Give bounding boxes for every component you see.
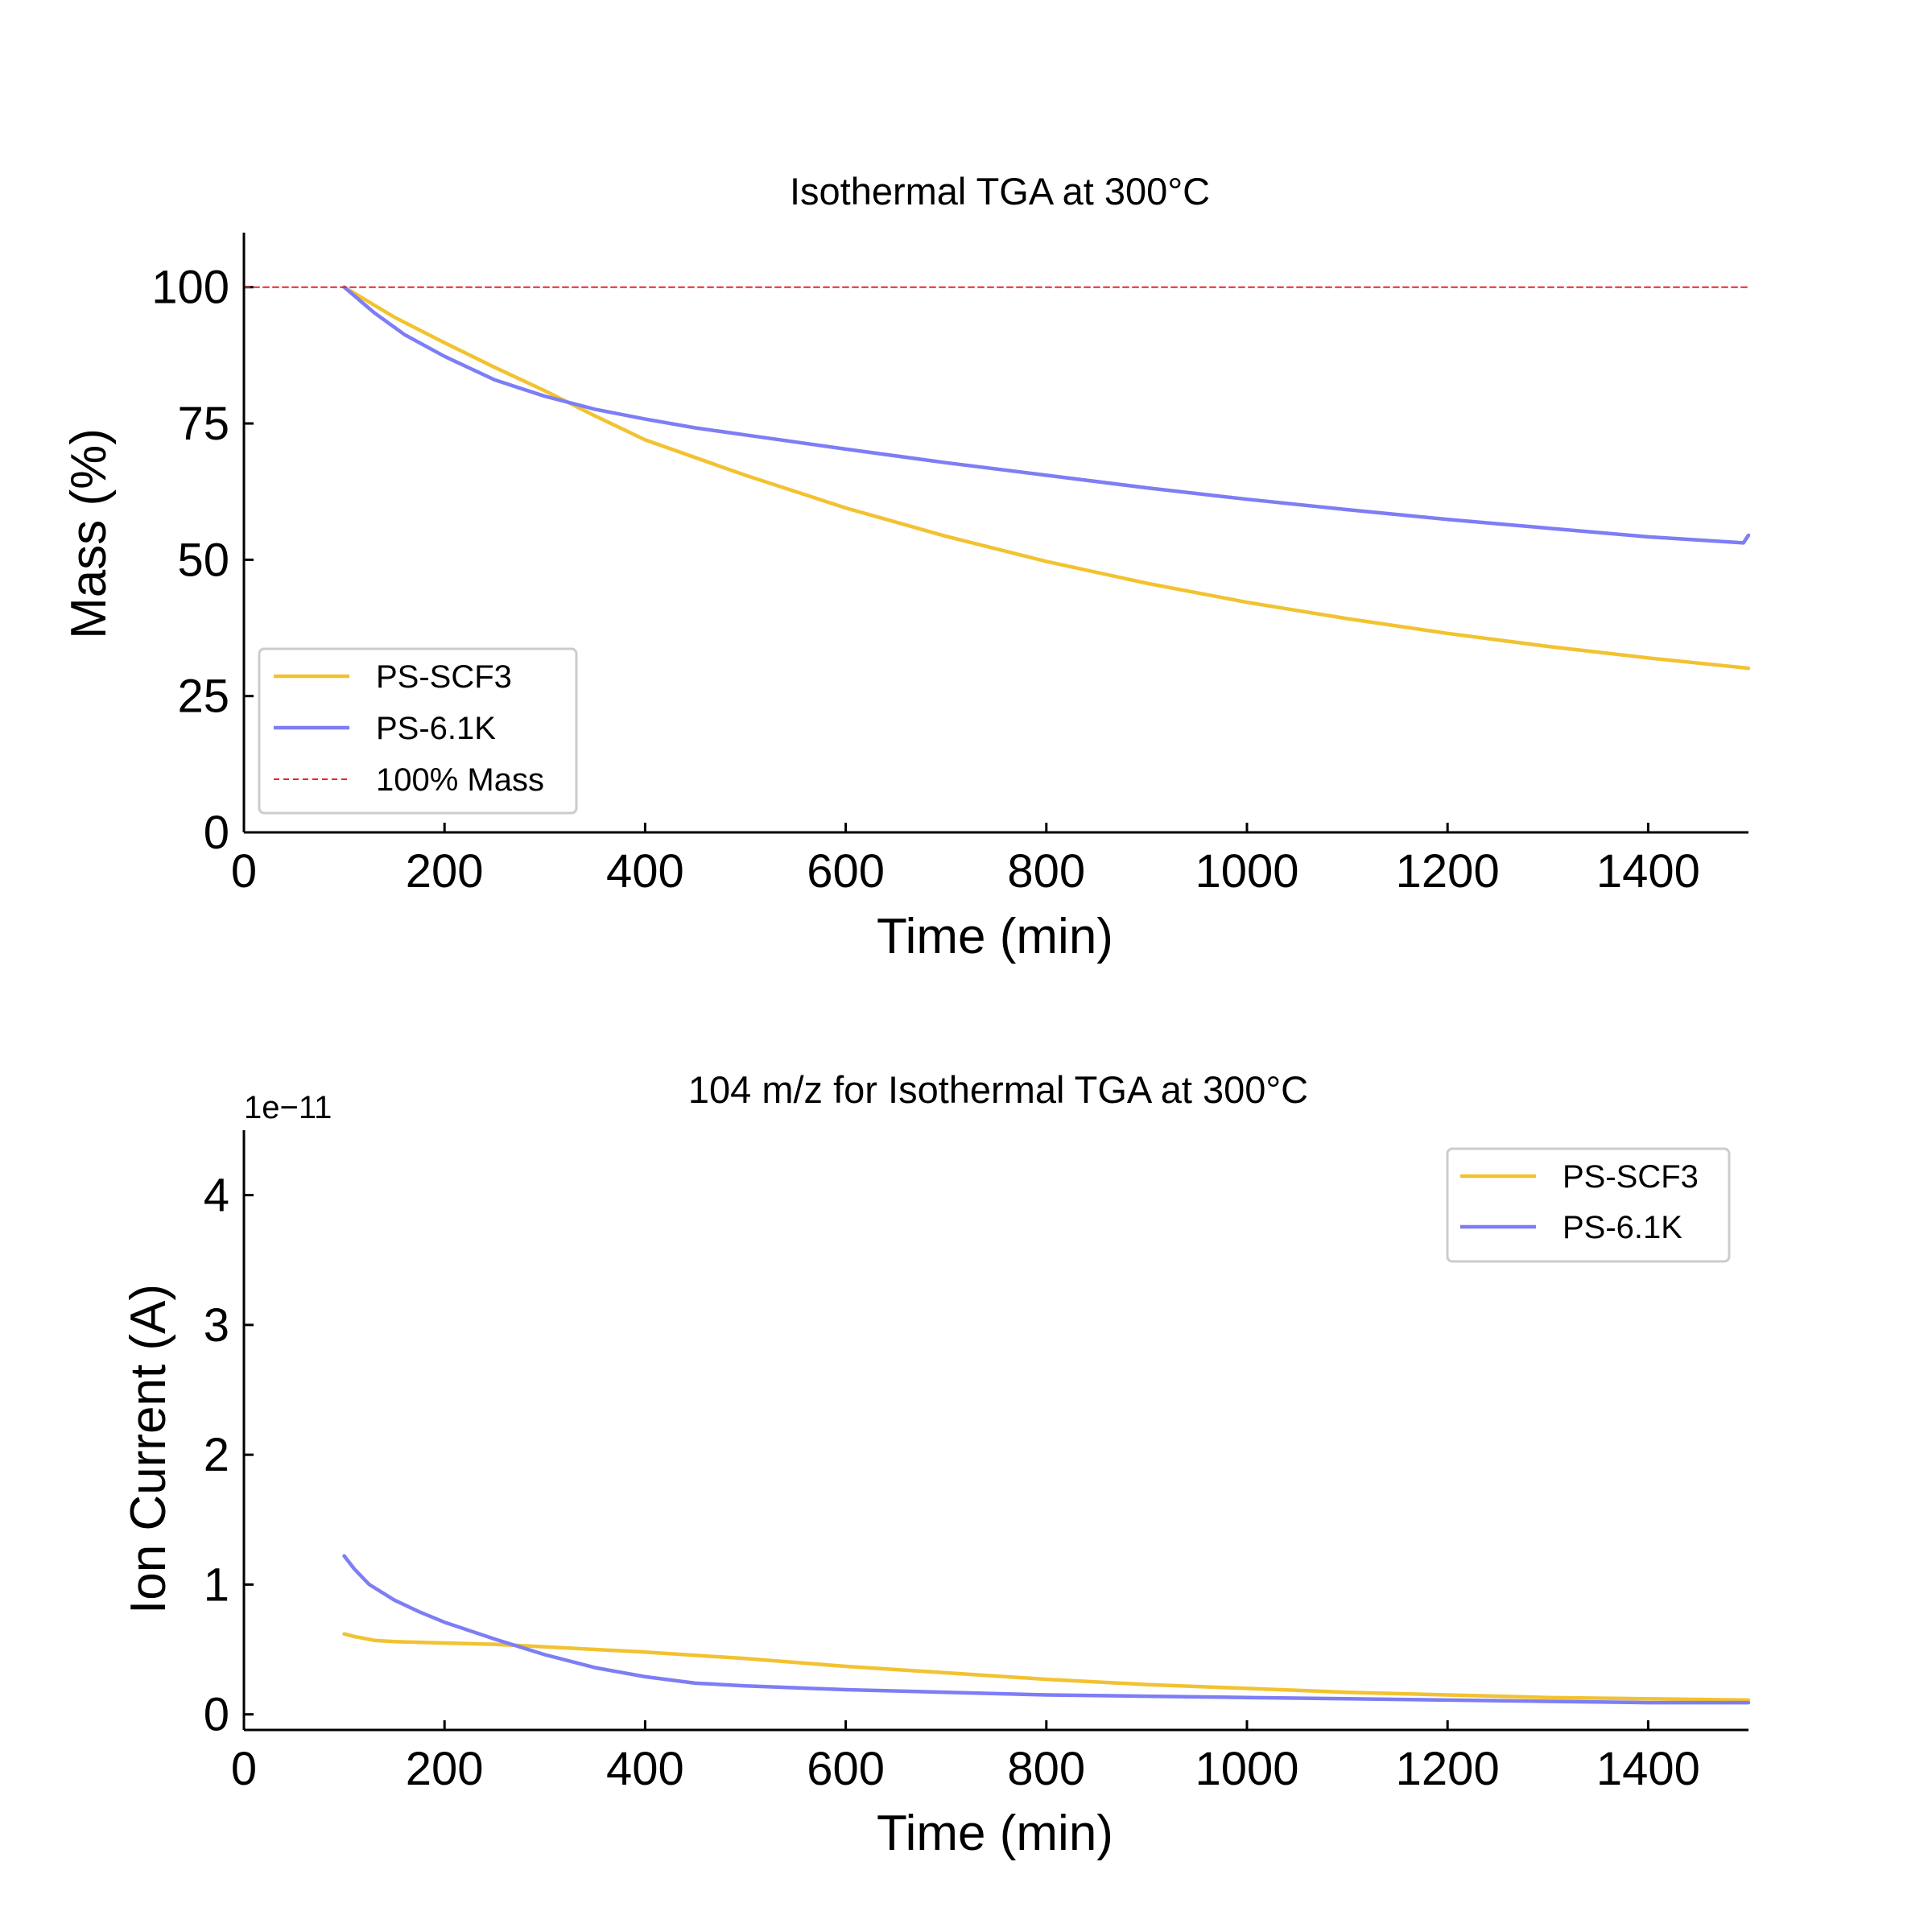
legend-label-ps-6-1k: PS-6.1K	[376, 711, 496, 746]
x-tick-label: 600	[807, 1743, 885, 1795]
series-line-ps-6-1k	[342, 285, 1751, 545]
x-tick-label: 400	[606, 845, 684, 898]
x-tick-label: 1200	[1396, 1743, 1500, 1795]
legend-label-ps-6-1k: PS-6.1K	[1563, 1210, 1682, 1245]
x-tick-label: 1000	[1195, 1743, 1298, 1795]
chart-title: Isothermal TGA at 300°C	[790, 170, 1210, 213]
legend-label-ps-scf3: PS-SCF3	[1563, 1159, 1699, 1195]
y-tick-label: 100	[151, 262, 229, 314]
legend-label-100-mass: 100% Mass	[376, 762, 544, 798]
ion-current-chart: 104 m/z for Isothermal TGA at 300°C 1e−1…	[121, 1068, 1751, 1861]
y-tick-label: 0	[204, 1689, 229, 1741]
y-tick-label: 75	[177, 398, 229, 450]
x-ticks: 0 200 400 600 800 1000 1200 1400	[231, 1720, 1700, 1795]
series-layer	[243, 285, 1751, 671]
x-tick-label: 800	[1007, 1743, 1085, 1795]
y-ticks: 0 1 2 3 4	[204, 1170, 254, 1741]
x-tick-label: 200	[406, 845, 484, 898]
series-line-ps-scf3	[342, 1632, 1751, 1703]
y-tick-label: 25	[177, 671, 229, 723]
y-tick-label: 2	[204, 1429, 229, 1481]
y-tick-label: 0	[204, 807, 229, 859]
x-tick-label: 800	[1007, 845, 1085, 898]
y-axis-label: Ion Current (A)	[121, 1284, 176, 1614]
series-line-ps-scf3	[342, 285, 1751, 671]
y-tick-label: 1	[204, 1558, 229, 1611]
x-ticks: 0 200 400 600 800 1000 1200 1400	[231, 823, 1700, 898]
x-tick-label: 1400	[1596, 1743, 1700, 1795]
y-ticks: 0 25 50 75 100	[151, 262, 254, 859]
legend-label-ps-scf3: PS-SCF3	[376, 659, 512, 695]
x-axis-label: Time (min)	[877, 909, 1113, 964]
y-offset-label: 1e−11	[244, 1090, 332, 1125]
x-tick-label: 1200	[1396, 845, 1500, 898]
legend: PS-SCF3 PS-6.1K 100% Mass	[258, 647, 578, 815]
y-tick-label: 50	[177, 534, 229, 586]
legend: PS-SCF3 PS-6.1K	[1446, 1147, 1731, 1263]
x-tick-label: 0	[231, 1743, 257, 1795]
series-layer	[342, 1554, 1751, 1705]
x-tick-label: 1400	[1596, 845, 1700, 898]
series-line-ps-6-1k	[342, 1554, 1751, 1705]
chart-title: 104 m/z for Isothermal TGA at 300°C	[688, 1068, 1308, 1111]
mass-chart: Isothermal TGA at 300°C Time (min) Mass …	[61, 170, 1751, 964]
legend-box	[258, 647, 578, 815]
x-tick-label: 400	[606, 1743, 684, 1795]
x-tick-label: 200	[406, 1743, 484, 1795]
y-axis-label: Mass (%)	[61, 428, 117, 639]
x-tick-label: 1000	[1195, 845, 1298, 898]
x-axis-label: Time (min)	[877, 1806, 1113, 1861]
y-tick-label: 4	[204, 1170, 229, 1222]
x-tick-label: 0	[231, 845, 257, 898]
x-tick-label: 600	[807, 845, 885, 898]
y-tick-label: 3	[204, 1299, 229, 1352]
